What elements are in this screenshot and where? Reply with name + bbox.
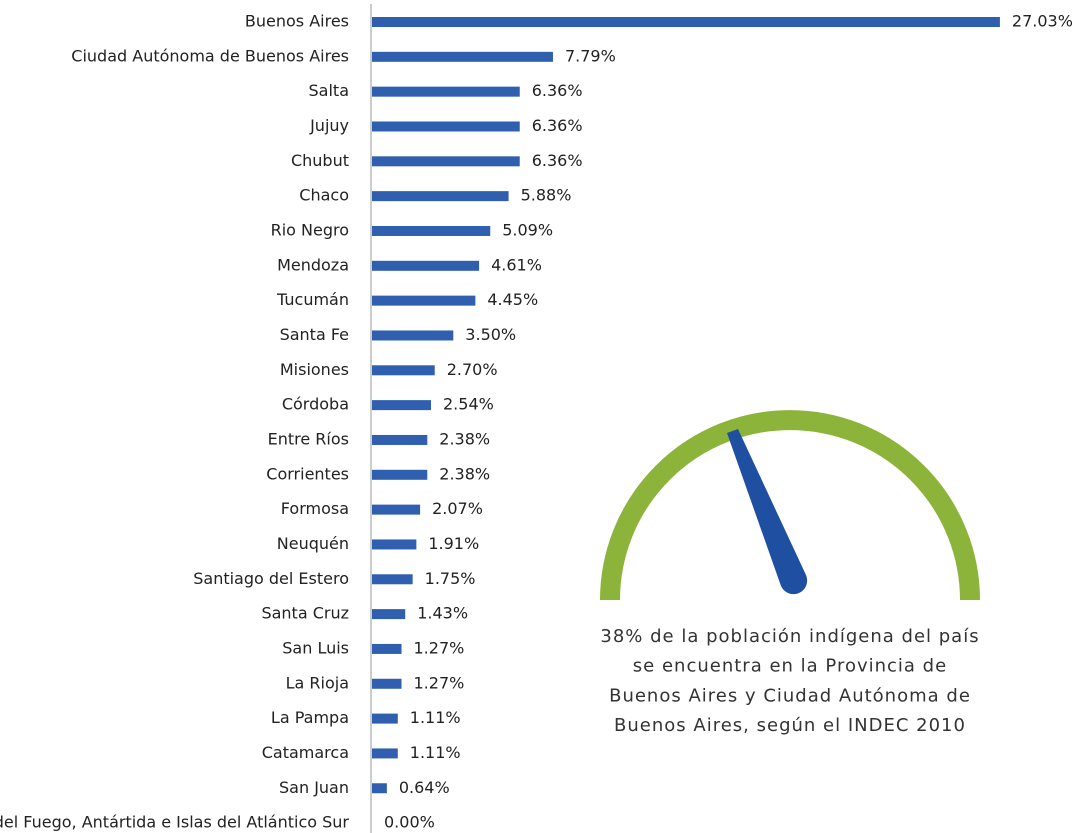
value-label: 3.50% (465, 325, 516, 344)
category-label: Salta (309, 81, 349, 100)
bar (372, 295, 476, 306)
bar (372, 225, 491, 236)
bar (372, 713, 398, 724)
category-label: Santa Fe (280, 325, 349, 344)
bar (372, 643, 402, 654)
value-label: 1.11% (410, 743, 461, 762)
value-label: 0.00% (384, 813, 435, 832)
bar (372, 330, 454, 341)
value-label: 2.38% (439, 464, 490, 483)
value-label: 2.38% (439, 429, 490, 448)
annotation-line: Buenos Aires y Ciudad Autónoma de (609, 685, 971, 706)
value-label: 2.54% (443, 395, 494, 414)
category-label: Mendoza (277, 255, 349, 274)
value-label: 5.88% (521, 186, 572, 205)
bar (372, 86, 520, 97)
value-label: 27.03% (1012, 12, 1073, 31)
annotation-line: Buenos Aires, según el INDEC 2010 (614, 715, 966, 736)
bar (372, 469, 428, 480)
category-label: La Rioja (286, 673, 349, 692)
bar (372, 504, 421, 515)
bar (372, 748, 398, 759)
annotation-line: 38% de la población indígena del país (600, 626, 979, 647)
value-label: 0.64% (399, 778, 450, 797)
category-label: La Pampa (271, 708, 349, 727)
bar (372, 400, 432, 411)
category-label: Chubut (291, 151, 349, 170)
gauge-arc (600, 410, 980, 601)
bar (372, 783, 387, 794)
value-label: 6.36% (532, 116, 583, 135)
bar (372, 434, 428, 445)
bar (372, 678, 402, 689)
category-label: Tierra del Fuego, Antártida e Islas del … (0, 813, 349, 832)
value-label: 1.91% (428, 534, 479, 553)
bar (372, 191, 509, 202)
category-label: Ciudad Autónoma de Buenos Aires (71, 46, 349, 65)
value-label: 2.07% (432, 499, 483, 518)
value-label: 6.36% (532, 81, 583, 100)
value-label: 1.27% (414, 638, 465, 657)
bar (372, 609, 406, 620)
bar (372, 260, 480, 271)
category-label: Rio Negro (271, 220, 349, 239)
category-label: Neuquén (277, 534, 349, 553)
value-label: 4.45% (487, 290, 538, 309)
bar (372, 17, 1000, 27)
category-label: Jujuy (309, 116, 349, 135)
value-label: 6.36% (532, 151, 583, 170)
bar (372, 121, 520, 132)
category-label: San Juan (279, 778, 349, 797)
category-label: Santiago del Estero (193, 569, 349, 588)
gauge-needle (727, 429, 808, 595)
bar (372, 539, 417, 550)
bar (372, 574, 413, 585)
value-label: 4.61% (491, 255, 542, 274)
value-label: 1.27% (414, 673, 465, 692)
category-label: Entre Ríos (268, 429, 349, 448)
category-label: Córdoba (282, 395, 349, 414)
category-label: Corrientes (266, 464, 349, 483)
value-label: 2.70% (447, 360, 498, 379)
category-label: Santa Cruz (261, 604, 349, 623)
category-label: Chaco (299, 186, 349, 205)
value-label: 5.09% (502, 220, 553, 239)
category-label: Tucumán (276, 290, 349, 309)
value-label: 7.79% (565, 46, 616, 65)
value-label: 1.75% (425, 569, 476, 588)
bar (372, 51, 553, 62)
bar (372, 156, 520, 167)
value-label: 1.11% (410, 708, 461, 727)
category-label: Misiones (280, 360, 349, 379)
category-label: Catamarca (262, 743, 349, 762)
bar (372, 365, 435, 376)
annotation-line: se encuentra en la Provincia de (633, 656, 947, 677)
category-label: San Luis (282, 638, 349, 657)
category-label: Formosa (281, 499, 349, 518)
category-label: Buenos Aires (245, 12, 349, 31)
value-label: 1.43% (417, 604, 468, 623)
